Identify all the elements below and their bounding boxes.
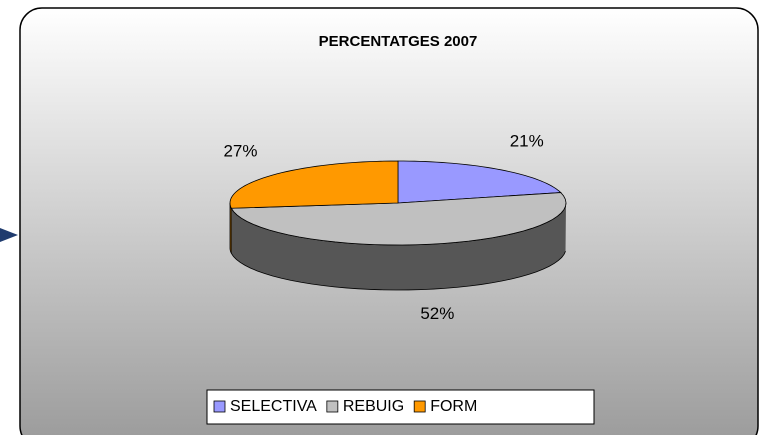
legend-swatch: [413, 400, 426, 413]
data-label: 52%: [420, 304, 454, 323]
pie-slice: [397, 160, 562, 204]
legend-label: SELECTIVA: [230, 398, 317, 415]
pie: 21% 52% 27%: [223, 132, 567, 323]
legend-swatch: [326, 400, 339, 413]
legend-swatch: [213, 400, 226, 413]
pie-side: [229, 203, 232, 254]
pie-slice: [229, 160, 399, 209]
legend-label: FORM: [430, 398, 477, 415]
data-label: 27%: [223, 142, 257, 161]
arrow: [0, 228, 18, 242]
chart-title: PERCENTATGES 2007: [319, 33, 478, 50]
legend: SELECTIVA REBUIG FORM: [213, 398, 477, 415]
data-label: 21%: [510, 132, 544, 151]
legend-label: REBUIG: [343, 398, 404, 415]
legend-box: [206, 389, 595, 425]
